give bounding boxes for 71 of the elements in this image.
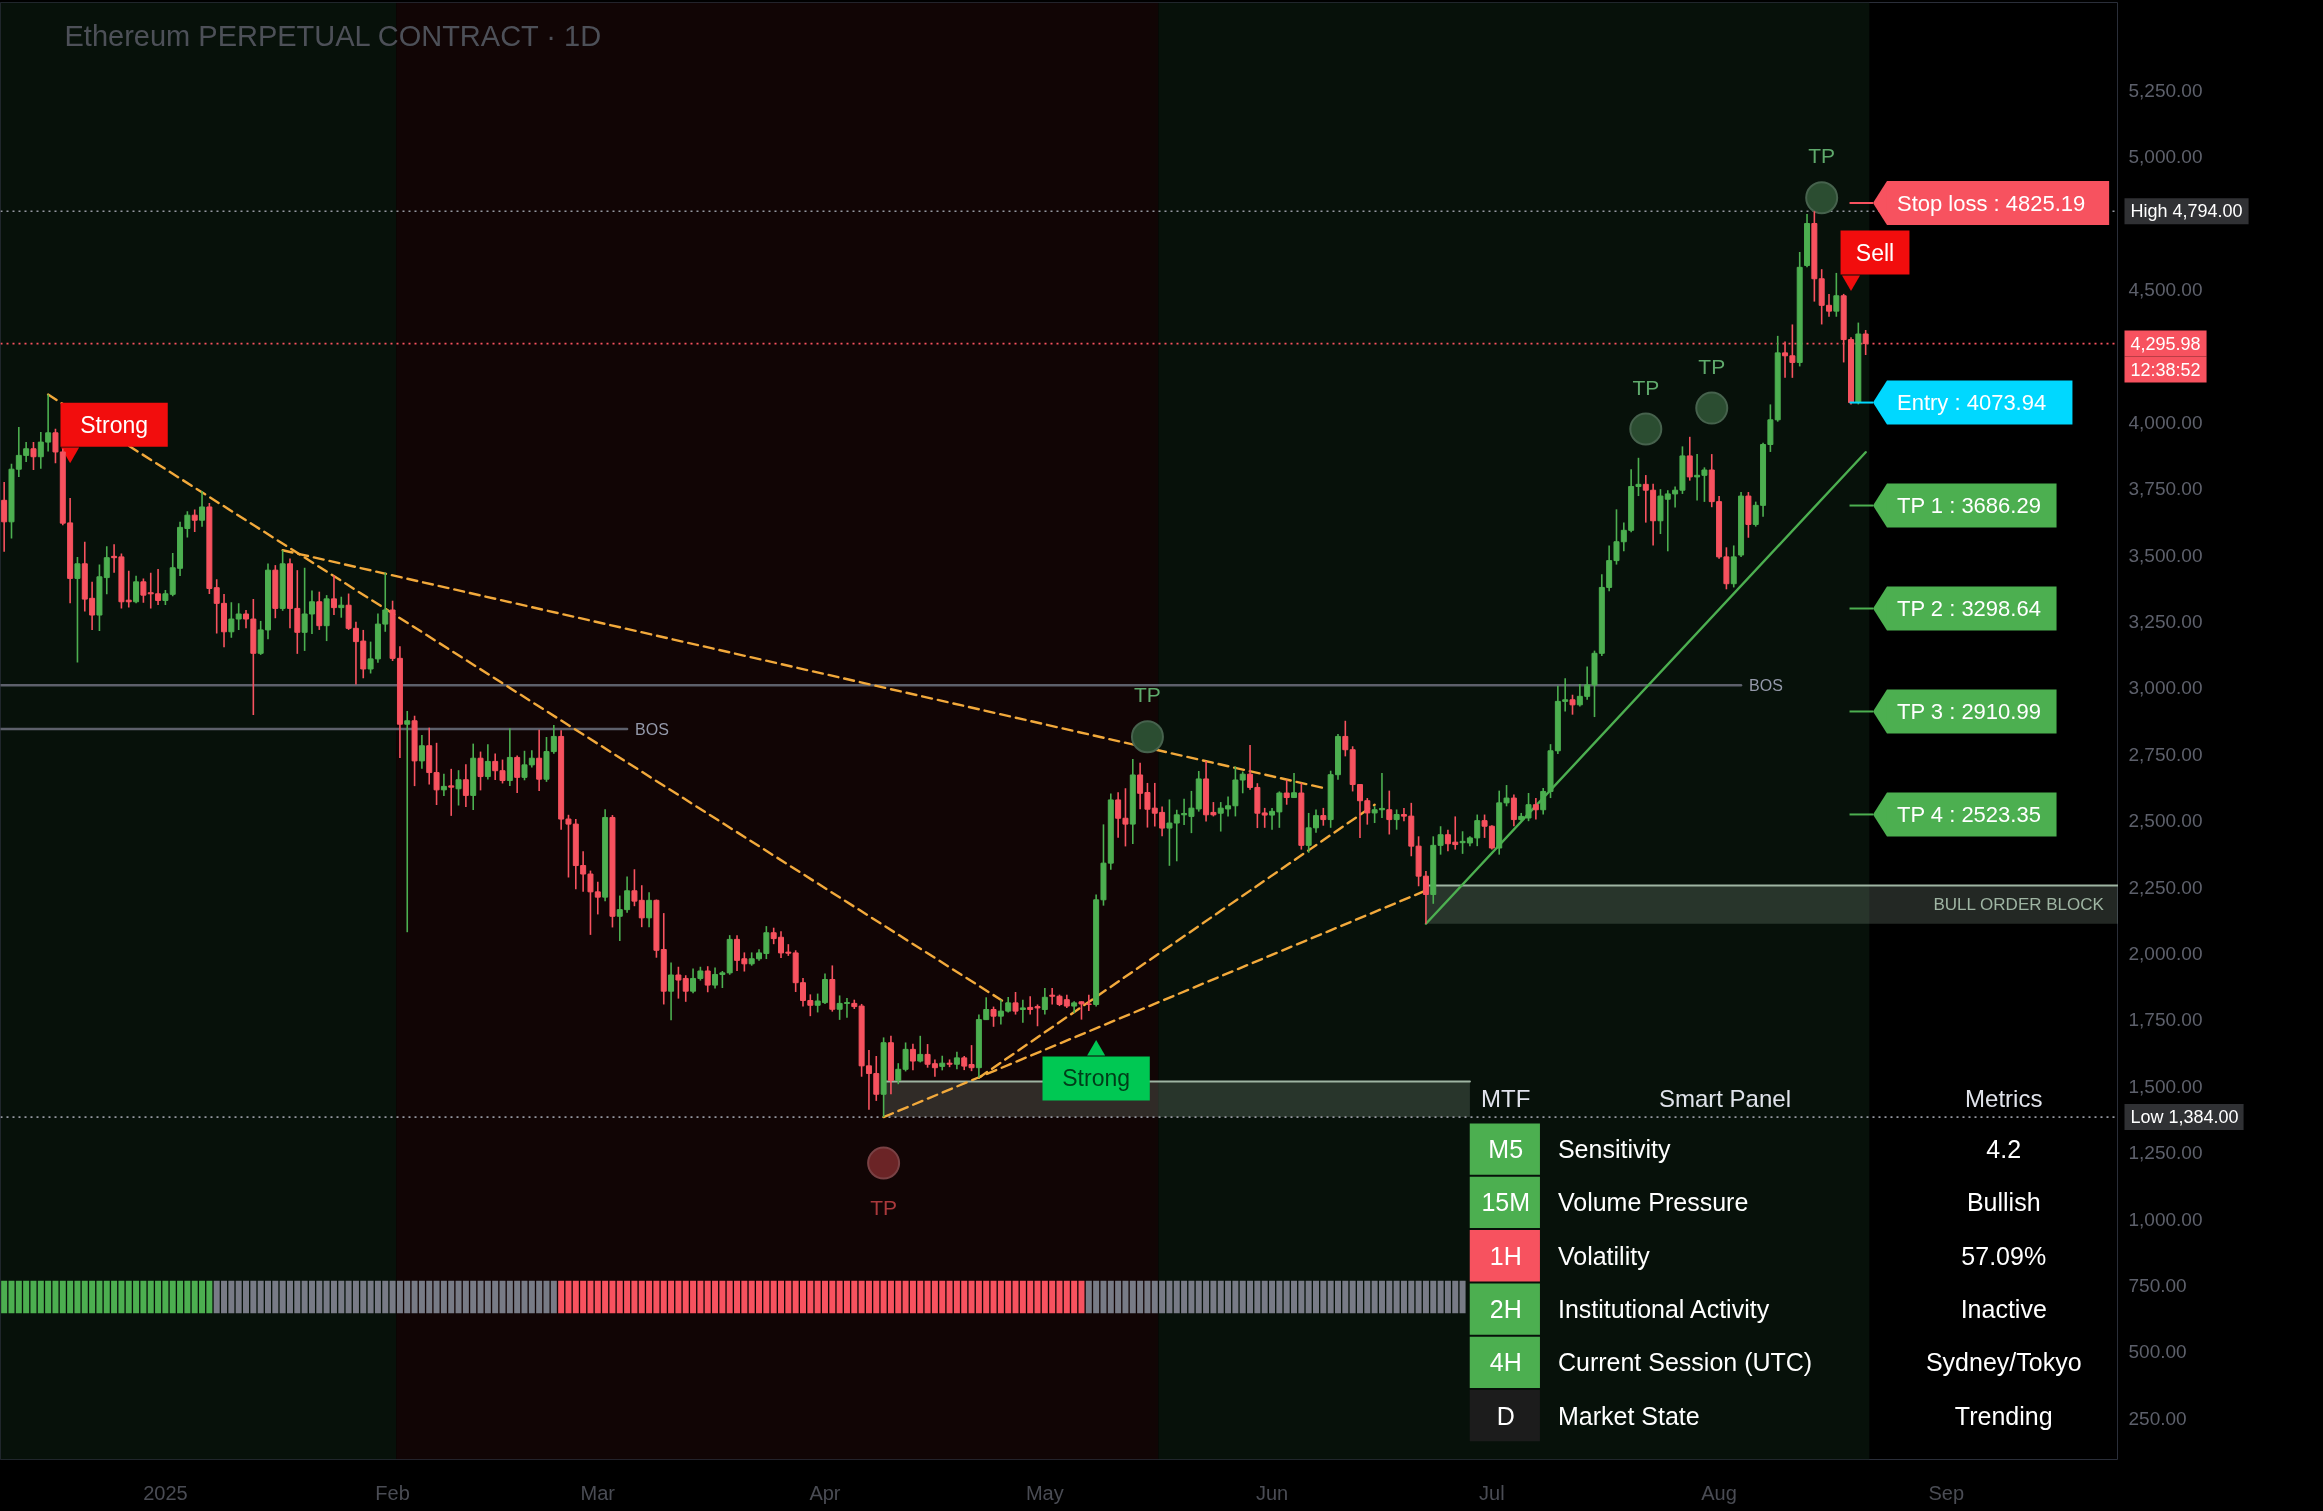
y-tick-label: 500.00: [2128, 1341, 2187, 1363]
x-tick-label: Aug: [1701, 1481, 1737, 1504]
ref-line-label: TP 2 : 3298.64: [1896, 596, 2041, 622]
data-label: Strong: [1062, 1065, 1131, 1092]
annotation: Trending: [1954, 1401, 2053, 1430]
text: Ethereum PERPETUAL CONTRACT · 1D: [64, 19, 602, 52]
annotation: Bullish: [1966, 1188, 2041, 1217]
data-label: TP: [1698, 354, 1726, 378]
x-tick-label: May: [1025, 1481, 1064, 1504]
annotation: 4.2: [1986, 1135, 2022, 1164]
x-tick-label: Jul: [1479, 1481, 1505, 1504]
annotation: Market State: [1557, 1401, 1700, 1430]
x-tick-label: Jun: [1255, 1481, 1289, 1504]
annotation: Sensitivity: [1557, 1135, 1671, 1164]
y-tick-label: 1,750.00: [2128, 1009, 2203, 1031]
x-tick-label: Sep: [1928, 1481, 1965, 1504]
data-label: Strong: [80, 411, 149, 438]
x-tick-label: Feb: [375, 1481, 410, 1504]
annotation: Volatility: [1557, 1241, 1651, 1270]
y-tick-label: 4,500.00: [2128, 278, 2203, 300]
ref-line-label: TP 1 : 3686.29: [1896, 493, 2041, 519]
annotation: 57.09%: [1961, 1241, 2047, 1270]
ref-line-label: TP 3 : 2910.99: [1896, 698, 2041, 724]
ref-line-label: Low 1,384.00: [2130, 1107, 2239, 1128]
y-tick-label: 2,500.00: [2128, 810, 2203, 832]
y-tick-label: 3,500.00: [2128, 544, 2203, 566]
data-label: TP: [870, 1195, 898, 1219]
x-tick-label: Apr: [809, 1481, 841, 1504]
y-tick-label: 2,750.00: [2128, 743, 2203, 765]
ref-line-label: TP 4 : 2523.35: [1896, 801, 2041, 827]
y-tick-label: 3,000.00: [2128, 677, 2203, 699]
text: 12:38:52: [2130, 359, 2201, 380]
data-label: TP: [1808, 144, 1836, 168]
y-tick-label: 1,500.00: [2128, 1075, 2203, 1097]
x-tick-label: Mar: [580, 1481, 616, 1504]
annotation: Current Session (UTC): [1557, 1348, 1813, 1377]
ref-line-label: Stop loss : 4825.19: [1896, 190, 2086, 216]
y-tick-label: 750.00: [2128, 1275, 2187, 1297]
annotation: MTF: [1481, 1084, 1531, 1112]
annotation: M5: [1488, 1135, 1524, 1164]
annotation: 1H: [1489, 1241, 1522, 1270]
data-label: BOS: [1749, 676, 1783, 694]
y-tick-label: 1,250.00: [2128, 1142, 2203, 1164]
x-tick-label: 2025: [143, 1481, 188, 1504]
y-tick-label: 4,000.00: [2128, 411, 2203, 433]
annotation: Sydney/Tokyo: [1925, 1348, 2082, 1377]
data-label: BOS: [635, 720, 669, 738]
annotation: D: [1496, 1401, 1515, 1430]
ref-line-label: High 4,794.00: [2130, 201, 2243, 222]
y-tick-label: 2,000.00: [2128, 942, 2203, 964]
annotation: Institutional Activity: [1557, 1295, 1770, 1324]
data-label: Sell: [1855, 239, 1895, 266]
data-label: TP: [1632, 375, 1660, 399]
annotation: Inactive: [1960, 1295, 2047, 1324]
y-tick-label: 250.00: [2128, 1407, 2187, 1429]
y-tick-label: 3,250.00: [2128, 610, 2203, 632]
y-tick-label: 1,000.00: [2128, 1208, 2203, 1230]
ref-line-label: 4,295.98: [2130, 334, 2201, 355]
annotation: 4H: [1489, 1348, 1522, 1377]
y-tick-label: 2,250.00: [2128, 876, 2203, 898]
y-tick-label: 5,250.00: [2128, 79, 2203, 101]
ref-line-label: Entry : 4073.94: [1896, 390, 2047, 416]
text: Smart Panel: [1658, 1084, 1791, 1112]
annotation: 2H: [1489, 1295, 1522, 1324]
data-label: BULL ORDER BLOCK: [1933, 895, 2105, 915]
annotation: 15M: [1481, 1188, 1531, 1217]
annotation: Volume Pressure: [1557, 1188, 1749, 1217]
y-tick-label: 5,000.00: [2128, 146, 2203, 168]
annotation: Metrics: [1965, 1084, 2043, 1112]
y-tick-label: 3,750.00: [2128, 478, 2203, 500]
data-label: TP: [1134, 683, 1161, 707]
